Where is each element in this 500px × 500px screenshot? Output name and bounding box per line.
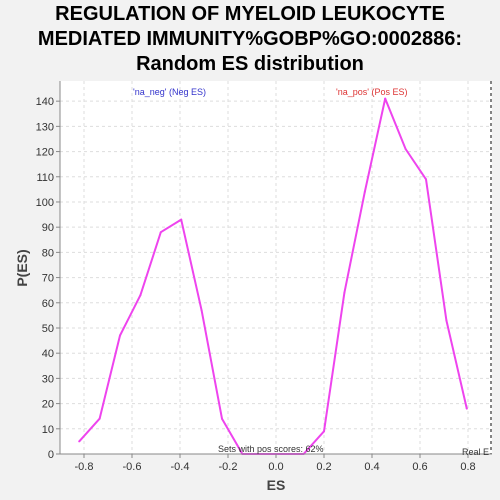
x-tick-label: 0.2 [316,461,331,473]
y-tick-label: 40 [42,348,54,360]
x-tick-label: 0.8 [460,461,475,473]
data-point [139,294,142,297]
y-tick-label: 20 [42,399,54,411]
data-point [98,417,101,420]
data-point [465,407,468,410]
y-tick-label: 110 [36,172,54,184]
neg-es-label: 'na_neg' (Neg ES) [133,87,206,97]
x-tick-label: -0.6 [123,461,142,473]
chart-title: REGULATION OF MYELOID LEUKOCYTE MEDIATED… [0,2,500,77]
y-tick-label: 0 [48,449,54,461]
sets-pos-label: Sets with pos scores: 62% [218,444,324,454]
x-tick-label: 0.6 [412,461,427,473]
data-point [78,440,81,443]
data-point [343,291,346,294]
data-point [363,190,366,193]
data-point [221,417,223,420]
y-axis-label: P(ES) [14,249,30,286]
x-axis-label: ES [267,477,286,493]
pos-es-label: 'na_pos' (Pos ES) [336,87,407,97]
y-tick-label: 140 [36,96,54,108]
data-point [200,309,203,312]
x-ticks: -0.8 -0.6 -0.4 -0.2 0.0 0.2 0.4 0.6 0.8 [75,454,476,473]
y-tick-label: 120 [36,147,54,159]
y-tick-label: 70 [42,273,54,285]
y-tick-label: 90 [42,222,54,234]
data-point [323,430,325,433]
x-tick-label: -0.4 [171,461,190,473]
x-tick-label: -0.8 [75,461,94,473]
chart-title-line-3: Random ES distribution [136,53,364,75]
y-tick-label: 50 [42,323,54,335]
x-tick-label: 0.4 [364,461,379,473]
data-point [425,178,427,181]
real-es-label: Real E [462,447,489,457]
x-tick-label: 0.0 [268,461,283,473]
y-tick-label: 100 [36,197,54,209]
y-tick-label: 130 [36,121,54,133]
data-point [180,218,183,221]
y-tick-label: 60 [42,298,54,310]
chart-title-line-1: REGULATION OF MYELOID LEUKOCYTE [55,3,445,25]
data-point [384,97,387,100]
grid [60,81,492,455]
x-tick-label: -0.2 [219,461,238,473]
data-point [404,148,407,151]
y-tick-label: 30 [42,373,54,385]
data-point [119,334,121,337]
y-ticks: 0 10 20 30 40 50 60 70 80 90 100 110 120 130 140 [36,96,60,461]
y-tick-label: 10 [42,424,54,436]
data-point [159,231,162,234]
chart-title-line-2: MEDIATED IMMUNITY%GOBP%GO:0002886: [37,28,463,50]
data-point [445,319,448,322]
y-tick-label: 80 [42,247,54,259]
